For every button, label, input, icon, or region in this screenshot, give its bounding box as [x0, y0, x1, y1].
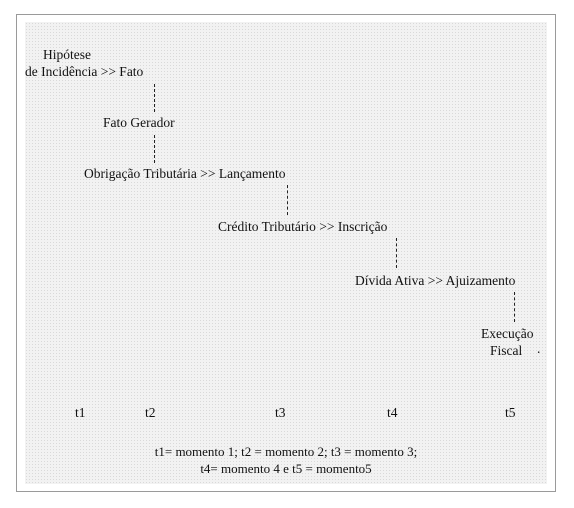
- connector-ajuizamento-execucao: [514, 292, 516, 322]
- node-fiscal: Fiscal: [490, 343, 523, 358]
- connector-fatogerador-obrigacao: [154, 135, 156, 163]
- time-label-t3: t3: [275, 405, 286, 420]
- node-hipotese: Hipótese: [43, 47, 91, 62]
- node-obrigacao-lancamento: Obrigação Tributária >> Lançamento: [84, 166, 286, 181]
- node-execucao: Execução: [481, 326, 534, 341]
- node-credito-inscricao: Crédito Tributário >> Inscrição: [218, 219, 388, 234]
- node-incidencia-fato: de Incidência >> Fato: [25, 64, 144, 79]
- connector-lancamento-credito: [287, 185, 289, 215]
- time-label-t1: t1: [75, 405, 86, 420]
- connector-fato-fatogerador: [154, 84, 156, 112]
- diagram-panel: Hipótese de Incidência >> Fato Fato Gera…: [25, 22, 547, 484]
- legend-line-1: t1= momento 1; t2 = momento 2; t3 = mome…: [154, 444, 418, 459]
- node-divida-ajuizamento: Dívida Ativa >> Ajuizamento: [355, 273, 516, 288]
- figure-frame: Hipótese de Incidência >> Fato Fato Gera…: [16, 14, 556, 492]
- legend-line-2: t4= momento 4 e t5 = momento5: [200, 461, 372, 476]
- node-fiscal-mark: .: [537, 341, 541, 356]
- node-fato-gerador: Fato Gerador: [103, 115, 175, 130]
- connector-inscricao-divida: [396, 238, 398, 268]
- time-label-t4: t4: [387, 405, 398, 420]
- time-label-t5: t5: [505, 405, 516, 420]
- time-label-t2: t2: [145, 405, 156, 420]
